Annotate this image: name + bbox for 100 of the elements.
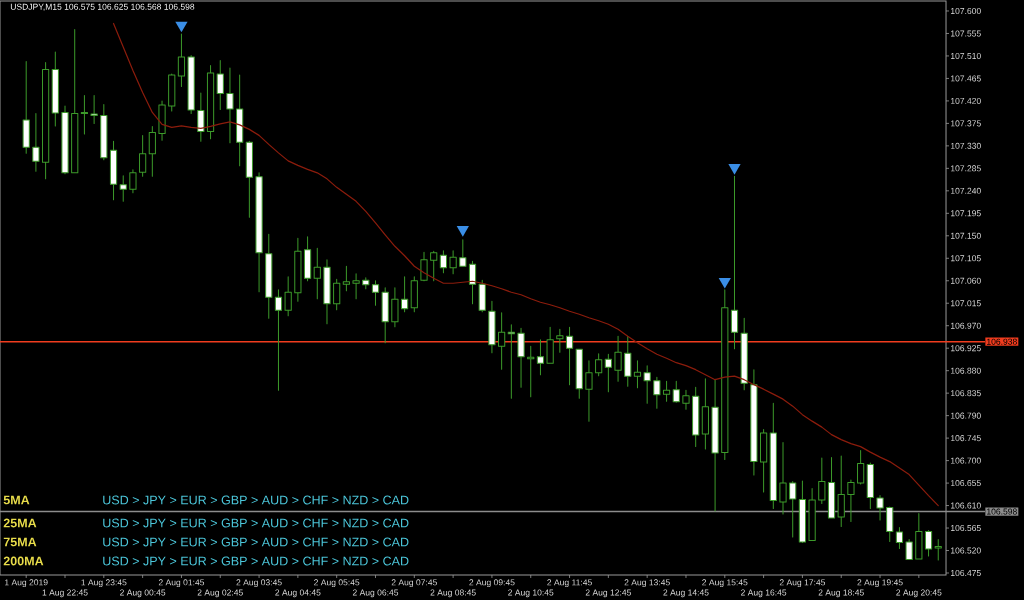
x-tick-label: 2 Aug 06:45 <box>352 589 399 598</box>
candlestick <box>595 353 603 377</box>
y-tick-label: 106.925 <box>950 345 981 352</box>
candlestick <box>769 402 777 510</box>
candlestick <box>692 386 700 448</box>
y-tick-label: 106.970 <box>950 322 981 329</box>
candlestick <box>575 348 583 399</box>
candlestick <box>420 251 428 282</box>
x-tick-label: 2 Aug 16:45 <box>741 589 787 598</box>
y-tick-label: 107.330 <box>950 142 981 149</box>
candlestick <box>585 360 593 422</box>
candlestick <box>866 462 874 510</box>
candlestick <box>662 380 671 402</box>
y-tick-label: 107.285 <box>950 165 981 172</box>
candlestick <box>265 233 273 319</box>
candlestick <box>449 250 457 275</box>
candlestick <box>459 239 467 267</box>
chart-title: USDJPY,M15 106.575 106.625 106.568 106.598 <box>10 3 195 11</box>
candlestick <box>924 530 933 557</box>
candlestick <box>61 105 69 175</box>
x-tick-label: 2 Aug 09:45 <box>469 579 515 588</box>
annotation: USD > JPY > EUR > GBP > AUD > CHF > NZD > CAD <box>103 518 409 528</box>
ref-line-label: 106.938 <box>987 338 1017 345</box>
candlestick <box>371 280 380 306</box>
y-tick-label: 107.510 <box>950 52 981 59</box>
candlestick <box>313 247 321 300</box>
x-tick-label: 2 Aug 13:45 <box>624 579 670 588</box>
candlestick <box>119 175 127 202</box>
y-tick-label: 107.420 <box>950 97 981 104</box>
candlestick <box>498 312 506 370</box>
x-tick-label: 2 Aug 17:45 <box>779 579 826 588</box>
x-tick-label: 2 Aug 12:45 <box>585 589 631 598</box>
y-tick-label: 106.520 <box>950 547 981 554</box>
y-tick-label: 107.375 <box>950 120 981 127</box>
x-tick-label: 2 Aug 10:45 <box>508 589 554 598</box>
candlestick <box>22 60 30 154</box>
candlestick <box>905 539 913 561</box>
candlestick <box>216 59 224 110</box>
x-tick-label: 2 Aug 00:45 <box>120 589 166 598</box>
candlestick <box>168 73 176 112</box>
candlestick <box>333 278 341 311</box>
candlestick <box>362 277 370 290</box>
x-tick-label: 2 Aug 19:45 <box>857 579 903 588</box>
candlestick <box>100 103 108 161</box>
candlestick <box>915 513 923 560</box>
candlestick <box>32 112 40 172</box>
x-tick-label: 2 Aug 18:45 <box>818 589 864 598</box>
candlestick <box>876 495 884 521</box>
point <box>456 225 469 237</box>
x-tick-label: 2 Aug 05:45 <box>314 579 360 588</box>
candlestick <box>847 479 855 523</box>
y-tick-label: 106.835 <box>950 390 981 397</box>
x-tick-label: 2 Aug 07:45 <box>391 579 437 588</box>
candlestick <box>478 279 486 313</box>
y-tick-label: 107.060 <box>950 277 981 284</box>
candlestick <box>789 481 797 538</box>
y-tick-label: 107.105 <box>950 255 981 262</box>
y-tick-label: 106.880 <box>950 367 981 374</box>
y-tick-label: 107.600 <box>950 7 981 15</box>
y-tick-label: 106.790 <box>950 412 981 419</box>
x-tick-label: 2 Aug 08:45 <box>430 589 476 598</box>
x-tick-label: 1 Aug 23:45 <box>81 579 127 588</box>
candlestick <box>808 488 816 542</box>
x-tick-label: 2 Aug 03:45 <box>236 579 282 588</box>
candlestick <box>274 289 283 391</box>
x-tick-label: 2 Aug 01:45 <box>158 579 205 588</box>
candlestick <box>857 450 865 485</box>
candlestick <box>653 376 661 409</box>
ref-line-label: 106.598 <box>987 508 1017 515</box>
x-tick-label: 2 Aug 11:45 <box>547 579 592 588</box>
y-tick-label: 107.195 <box>950 210 981 217</box>
candlestick <box>682 389 690 410</box>
x-tick-label: 1 Aug 2019 <box>5 579 48 588</box>
candlestick <box>90 94 98 124</box>
y-tick-label: 106.700 <box>950 457 981 464</box>
annotation: 25MA <box>3 518 37 528</box>
candlestick <box>517 327 525 388</box>
candlestick <box>527 345 535 398</box>
candlestick <box>303 236 312 282</box>
candlestick <box>439 250 448 274</box>
candlestick <box>730 175 739 350</box>
annotation: 5MA <box>3 495 30 505</box>
candlestick <box>430 250 438 282</box>
y-tick-label: 106.655 <box>950 480 981 487</box>
candlestick <box>701 378 709 450</box>
candlestick <box>197 92 205 142</box>
annotation: 75MA <box>3 537 37 547</box>
candlestick <box>139 134 147 177</box>
point <box>718 277 731 289</box>
candlestick <box>507 324 515 399</box>
candlestick <box>779 442 787 515</box>
candlestick <box>51 51 59 127</box>
y-tick-label: 106.475 <box>950 569 981 577</box>
candlestick <box>934 539 942 561</box>
candlestick <box>177 33 186 87</box>
candlestick <box>614 335 622 382</box>
candlestick <box>129 169 137 194</box>
annotation: 200MA <box>3 556 44 566</box>
candlestick <box>818 457 826 505</box>
candlestick <box>109 140 118 201</box>
